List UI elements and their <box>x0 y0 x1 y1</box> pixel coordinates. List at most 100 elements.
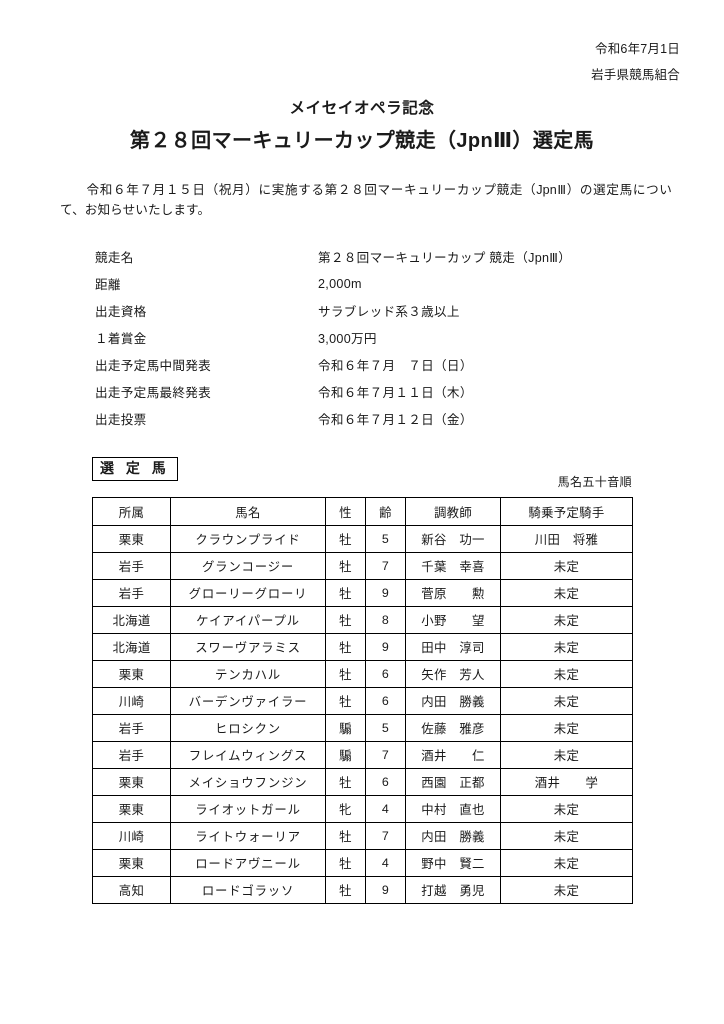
cell-age: 4 <box>365 849 406 877</box>
cell-sex: 牡 <box>325 768 366 796</box>
cell-age: 9 <box>365 633 406 661</box>
table-row: 栗東 ライオットガール 牝 4 中村 直也 未定 <box>92 795 633 823</box>
table-row: 岩手 グランコージー 牡 7 千葉 幸喜 未定 <box>92 552 633 580</box>
race-info-list: 競走名 第２８回マーキュリーカップ 競走（JpnⅢ） 距離 2,000m 出走資… <box>95 243 655 432</box>
cell-trainer: 内田 勝義 <box>405 687 501 715</box>
table-row: 栗東 クラウンプライド 牡 5 新谷 功一 川田 将雅 <box>92 525 633 553</box>
info-row: 出走予定馬中間発表 令和６年７月 ７日（日） <box>95 351 655 378</box>
selected-horses-table-wrap: 所属 馬名 性 齢 調教師 騎乗予定騎手 栗東 クラウンプライド 牡 5 新谷 … <box>92 497 633 904</box>
cell-jockey: 未定 <box>500 795 633 823</box>
cell-jockey: 未定 <box>500 660 633 688</box>
cell-sex: 牡 <box>325 552 366 580</box>
intro-text: 令和６年７月１５日（祝月）に実施する第２８回マーキュリーカップ競走（JpnⅢ）の… <box>60 183 672 217</box>
cell-belong: 北海道 <box>92 633 171 661</box>
cell-sex: 牡 <box>325 876 366 904</box>
column-header-belong: 所属 <box>92 497 171 526</box>
cell-sex: 牝 <box>325 795 366 823</box>
cell-age: 7 <box>365 822 406 850</box>
cell-sex: 牡 <box>325 822 366 850</box>
cell-belong: 栗東 <box>92 795 171 823</box>
cell-belong: 川崎 <box>92 687 171 715</box>
section-boxed-label-text: 選 定 馬 <box>100 460 170 476</box>
info-row: 距離 2,000m <box>95 270 655 297</box>
cell-horse-name: フレイムウィングス <box>170 741 326 769</box>
info-row: 出走投票 令和６年７月１２日（金） <box>95 405 655 432</box>
cell-jockey: 川田 将雅 <box>500 525 633 553</box>
info-value: 令和６年７月１２日（金） <box>318 413 473 427</box>
cell-horse-name: ロードゴラッソ <box>170 876 326 904</box>
info-label: 出走予定馬中間発表 <box>95 359 212 373</box>
cell-trainer: 小野 望 <box>405 606 501 634</box>
cell-belong: 岩手 <box>92 579 171 607</box>
column-header-age: 齢 <box>365 497 406 526</box>
cell-belong: 川崎 <box>92 822 171 850</box>
cell-sex: 牡 <box>325 633 366 661</box>
table-row: 高知 ロードゴラッソ 牡 9 打越 勇児 未定 <box>92 876 633 904</box>
cell-trainer: 新谷 功一 <box>405 525 501 553</box>
issuer-name: 岩手県競馬組合 <box>591 68 680 82</box>
table-row: 川崎 バーデンヴァイラー 牡 6 内田 勝義 未定 <box>92 687 633 715</box>
cell-horse-name: ライトウォーリア <box>170 822 326 850</box>
info-value: サラブレッド系３歳以上 <box>318 305 460 319</box>
cell-age: 6 <box>365 687 406 715</box>
column-header-sex: 性 <box>325 497 366 526</box>
cell-trainer: 酒井 仁 <box>405 741 501 769</box>
cell-belong: 北海道 <box>92 606 171 634</box>
info-label: 距離 <box>95 278 121 292</box>
cell-horse-name: メイショウフンジン <box>170 768 326 796</box>
cell-jockey: 未定 <box>500 876 633 904</box>
cell-trainer: 打越 勇児 <box>405 876 501 904</box>
info-row: 出走予定馬最終発表 令和６年７月１１日（木） <box>95 378 655 405</box>
cell-belong: 栗東 <box>92 660 171 688</box>
title-block: メイセイオペラ記念 第２８回マーキュリーカップ競走（JpnⅢ）選定馬 <box>0 98 724 156</box>
subtitle: メイセイオペラ記念 <box>289 100 435 117</box>
cell-belong: 岩手 <box>92 741 171 769</box>
table-row: 川崎 ライトウォーリア 牡 7 内田 勝義 未定 <box>92 822 633 850</box>
cell-horse-name: バーデンヴァイラー <box>170 687 326 715</box>
cell-horse-name: ケイアイパープル <box>170 606 326 634</box>
intro-paragraph: 令和６年７月１５日（祝月）に実施する第２８回マーキュリーカップ競走（JpnⅢ）の… <box>60 180 672 220</box>
cell-belong: 栗東 <box>92 849 171 877</box>
table-row: 北海道 スワーヴアラミス 牡 9 田中 淳司 未定 <box>92 633 633 661</box>
cell-age: 4 <box>365 795 406 823</box>
cell-trainer: 矢作 芳人 <box>405 660 501 688</box>
selected-horses-table: 所属 馬名 性 齢 調教師 騎乗予定騎手 栗東 クラウンプライド 牡 5 新谷 … <box>92 497 633 904</box>
info-value: 3,000万円 <box>318 332 377 346</box>
issue-date: 令和6年7月1日 <box>595 42 680 56</box>
cell-sex: 騸 <box>325 714 366 742</box>
cell-trainer: 野中 賢二 <box>405 849 501 877</box>
cell-trainer: 田中 淳司 <box>405 633 501 661</box>
table-row: 栗東 メイショウフンジン 牡 6 西園 正都 酒井 学 <box>92 768 633 796</box>
info-value: 令和６年７月 ７日（日） <box>318 359 473 373</box>
cell-jockey: 未定 <box>500 552 633 580</box>
cell-sex: 牡 <box>325 660 366 688</box>
cell-belong: 岩手 <box>92 552 171 580</box>
cell-jockey: 未定 <box>500 633 633 661</box>
cell-horse-name: テンカハル <box>170 660 326 688</box>
cell-horse-name: スワーヴアラミス <box>170 633 326 661</box>
page-title: 第２８回マーキュリーカップ競走（JpnⅢ）選定馬 <box>129 130 595 152</box>
cell-age: 6 <box>365 768 406 796</box>
cell-sex: 牡 <box>325 687 366 715</box>
cell-horse-name: ライオットガール <box>170 795 326 823</box>
cell-jockey: 酒井 学 <box>500 768 633 796</box>
cell-age: 5 <box>365 525 406 553</box>
section-boxed-label: 選 定 馬 <box>92 457 178 481</box>
cell-horse-name: クラウンプライド <box>170 525 326 553</box>
info-row: 出走資格 サラブレッド系３歳以上 <box>95 297 655 324</box>
cell-sex: 牡 <box>325 849 366 877</box>
info-label: １着賞金 <box>95 332 147 346</box>
cell-age: 7 <box>365 552 406 580</box>
cell-belong: 栗東 <box>92 768 171 796</box>
table-body: 栗東 クラウンプライド 牡 5 新谷 功一 川田 将雅 岩手 グランコージー 牡… <box>92 525 633 904</box>
cell-horse-name: ロードアヴニール <box>170 849 326 877</box>
column-header-jockey: 騎乗予定騎手 <box>500 497 633 526</box>
info-value: 2,000m <box>318 276 362 291</box>
cell-jockey: 未定 <box>500 606 633 634</box>
selected-horses-heading: 選 定 馬 馬名五十音順 <box>92 457 632 497</box>
info-label: 出走投票 <box>95 413 147 427</box>
cell-age: 9 <box>365 876 406 904</box>
cell-age: 9 <box>365 579 406 607</box>
table-row: 北海道 ケイアイパープル 牡 8 小野 望 未定 <box>92 606 633 634</box>
